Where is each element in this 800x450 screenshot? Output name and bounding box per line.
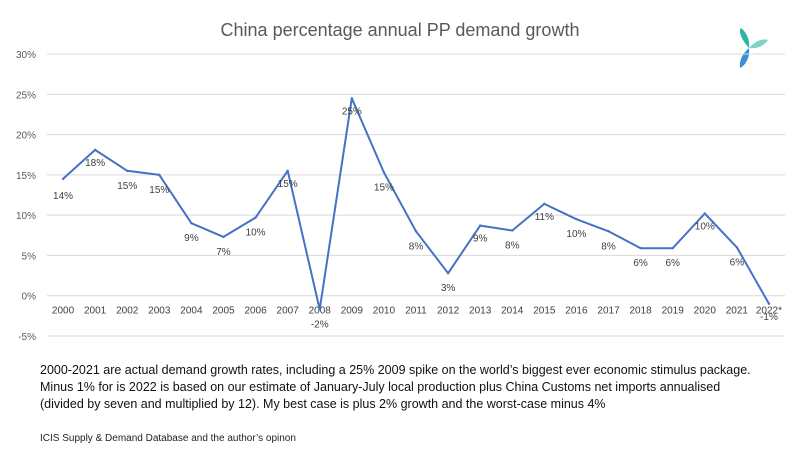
data-point: [703, 212, 706, 215]
x-tick-label: 2001: [84, 306, 107, 317]
data-label: 8%: [505, 240, 520, 251]
data-label: 8%: [601, 241, 616, 252]
data-point: [607, 230, 610, 233]
data-point: [735, 246, 739, 249]
data-label: 14%: [53, 191, 73, 202]
x-tick-label: 2007: [277, 306, 300, 317]
x-tick-label: 2015: [533, 306, 556, 317]
y-tick-label: 25%: [16, 90, 36, 101]
x-tick-label: 2000: [52, 306, 75, 317]
data-labels: 14% 18% 15% 15% 9% 7% 10% 15% -2% 25% 15% 8% 3% 9% 8% 1…: [53, 106, 778, 330]
data-point: [511, 229, 514, 232]
data-label: 15%: [278, 179, 298, 190]
x-tick-label: 2013: [469, 306, 492, 317]
x-tick-label: 2005: [212, 306, 235, 317]
x-axis-ticks: 2000 2001 2002 2003 2004 2005 2006 2007 2008 2009…: [52, 306, 782, 317]
data-point: [158, 173, 161, 177]
data-point: [318, 308, 321, 311]
footnote: 2000-2021 are actual demand growth rates…: [40, 362, 780, 413]
data-label: 7%: [216, 247, 231, 258]
data-label: 10%: [566, 229, 586, 240]
gridlines: [47, 53, 785, 337]
x-tick-label: 2010: [373, 306, 396, 317]
data-point: [639, 246, 642, 250]
x-tick-label: 2022*: [756, 306, 782, 317]
y-tick-label: 10%: [16, 211, 36, 222]
data-label: 11%: [535, 212, 554, 223]
data-label: 25%: [342, 106, 362, 117]
icis-logo-icon: [739, 28, 768, 68]
y-tick-label: 30%: [16, 50, 36, 61]
data-label: 6%: [730, 257, 745, 268]
y-tick-label: 5%: [22, 251, 37, 262]
x-tick-label: 2019: [662, 306, 685, 317]
x-tick-label: 2009: [341, 306, 364, 317]
y-tick-label: 15%: [16, 171, 36, 182]
data-point: [414, 230, 418, 233]
data-point: [382, 171, 386, 174]
data-point: [61, 177, 65, 181]
source-note: ICIS Supply & Demand Database and the au…: [40, 433, 296, 444]
data-point: [190, 222, 193, 225]
y-tick-label: 20%: [16, 131, 36, 142]
data-point: [254, 216, 257, 219]
data-point: [126, 169, 129, 173]
x-tick-label: 2014: [501, 306, 524, 317]
data-point: [446, 271, 450, 275]
footnote-line-2: Minus 1% for is 2022 is based on our est…: [40, 380, 721, 394]
x-tick-label: 2021: [726, 306, 749, 317]
data-label: 10%: [695, 222, 715, 233]
data-point: [222, 235, 225, 239]
x-tick-label: 2002: [116, 306, 139, 317]
data-label: 6%: [665, 258, 680, 269]
data-point: [350, 97, 354, 100]
y-tick-label: -5%: [18, 332, 36, 343]
data-label: 15%: [117, 181, 137, 192]
x-tick-label: 2006: [244, 306, 267, 317]
data-point: [543, 202, 546, 206]
data-label: 9%: [184, 233, 199, 244]
data-point: [767, 302, 771, 305]
data-point: [93, 148, 97, 152]
chart-title: China percentage annual PP demand growth: [220, 20, 580, 40]
x-tick-label: 2012: [437, 306, 460, 317]
data-label: 9%: [473, 234, 488, 245]
x-tick-label: 2004: [180, 306, 203, 317]
x-tick-label: 2018: [629, 306, 652, 317]
data-label: 15%: [374, 182, 394, 193]
series-line: [62, 97, 770, 311]
x-tick-label: 2011: [405, 306, 427, 317]
x-tick-label: 2017: [597, 306, 620, 317]
y-axis-ticks: -5% 0% 5% 10% 15% 20% 25% 30%: [16, 50, 36, 343]
series-line-group: [61, 97, 771, 311]
data-label: -2%: [311, 319, 329, 330]
x-tick-label: 2020: [694, 306, 717, 317]
data-label: -1%: [760, 312, 778, 323]
data-point: [478, 224, 482, 227]
data-point: [286, 169, 289, 173]
x-tick-label: 2003: [148, 306, 171, 317]
x-tick-label: 2016: [565, 306, 588, 317]
data-label: 8%: [409, 241, 424, 252]
data-point: [671, 246, 674, 250]
y-tick-label: 0%: [22, 292, 37, 303]
data-label: 18%: [85, 158, 105, 169]
footnote-line-1: 2000-2021 are actual demand growth rates…: [40, 363, 751, 377]
footnote-line-3: (divided by seven and multiplied by 12).…: [40, 397, 606, 411]
data-label: 10%: [246, 228, 266, 239]
data-point: [575, 217, 578, 221]
data-label: 15%: [149, 185, 169, 196]
data-label: 3%: [441, 283, 456, 294]
x-tick-label: 2008: [309, 306, 332, 317]
data-label: 6%: [633, 258, 648, 269]
